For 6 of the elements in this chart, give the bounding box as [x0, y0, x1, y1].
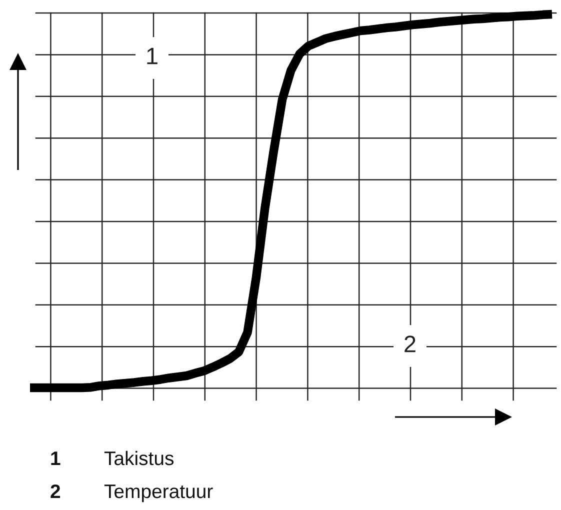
text: Temperatuur	[104, 484, 213, 502]
x-axis-title: 2	[404, 336, 416, 352]
text: Takistus	[104, 450, 174, 466]
text: 1	[51, 452, 60, 466]
y-axis-title: 1	[147, 48, 158, 64]
text: 2	[50, 484, 60, 498]
